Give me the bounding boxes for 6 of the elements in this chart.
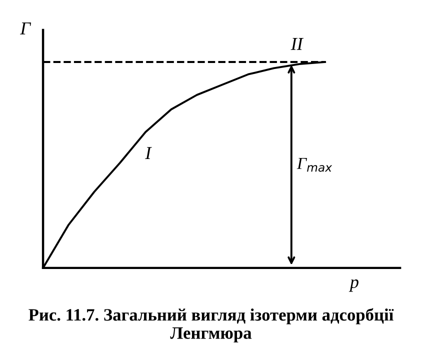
annotation: Γ$_{max}$ bbox=[296, 158, 332, 172]
text: II bbox=[290, 38, 304, 50]
x-axis-title: p bbox=[348, 279, 358, 292]
annotation: I bbox=[145, 147, 152, 160]
text: Рис. 11.7. Загальний вигляд ізотерми адсорбції Ленгмюра bbox=[28, 308, 394, 342]
y-axis-title: Γ bbox=[20, 22, 32, 34]
